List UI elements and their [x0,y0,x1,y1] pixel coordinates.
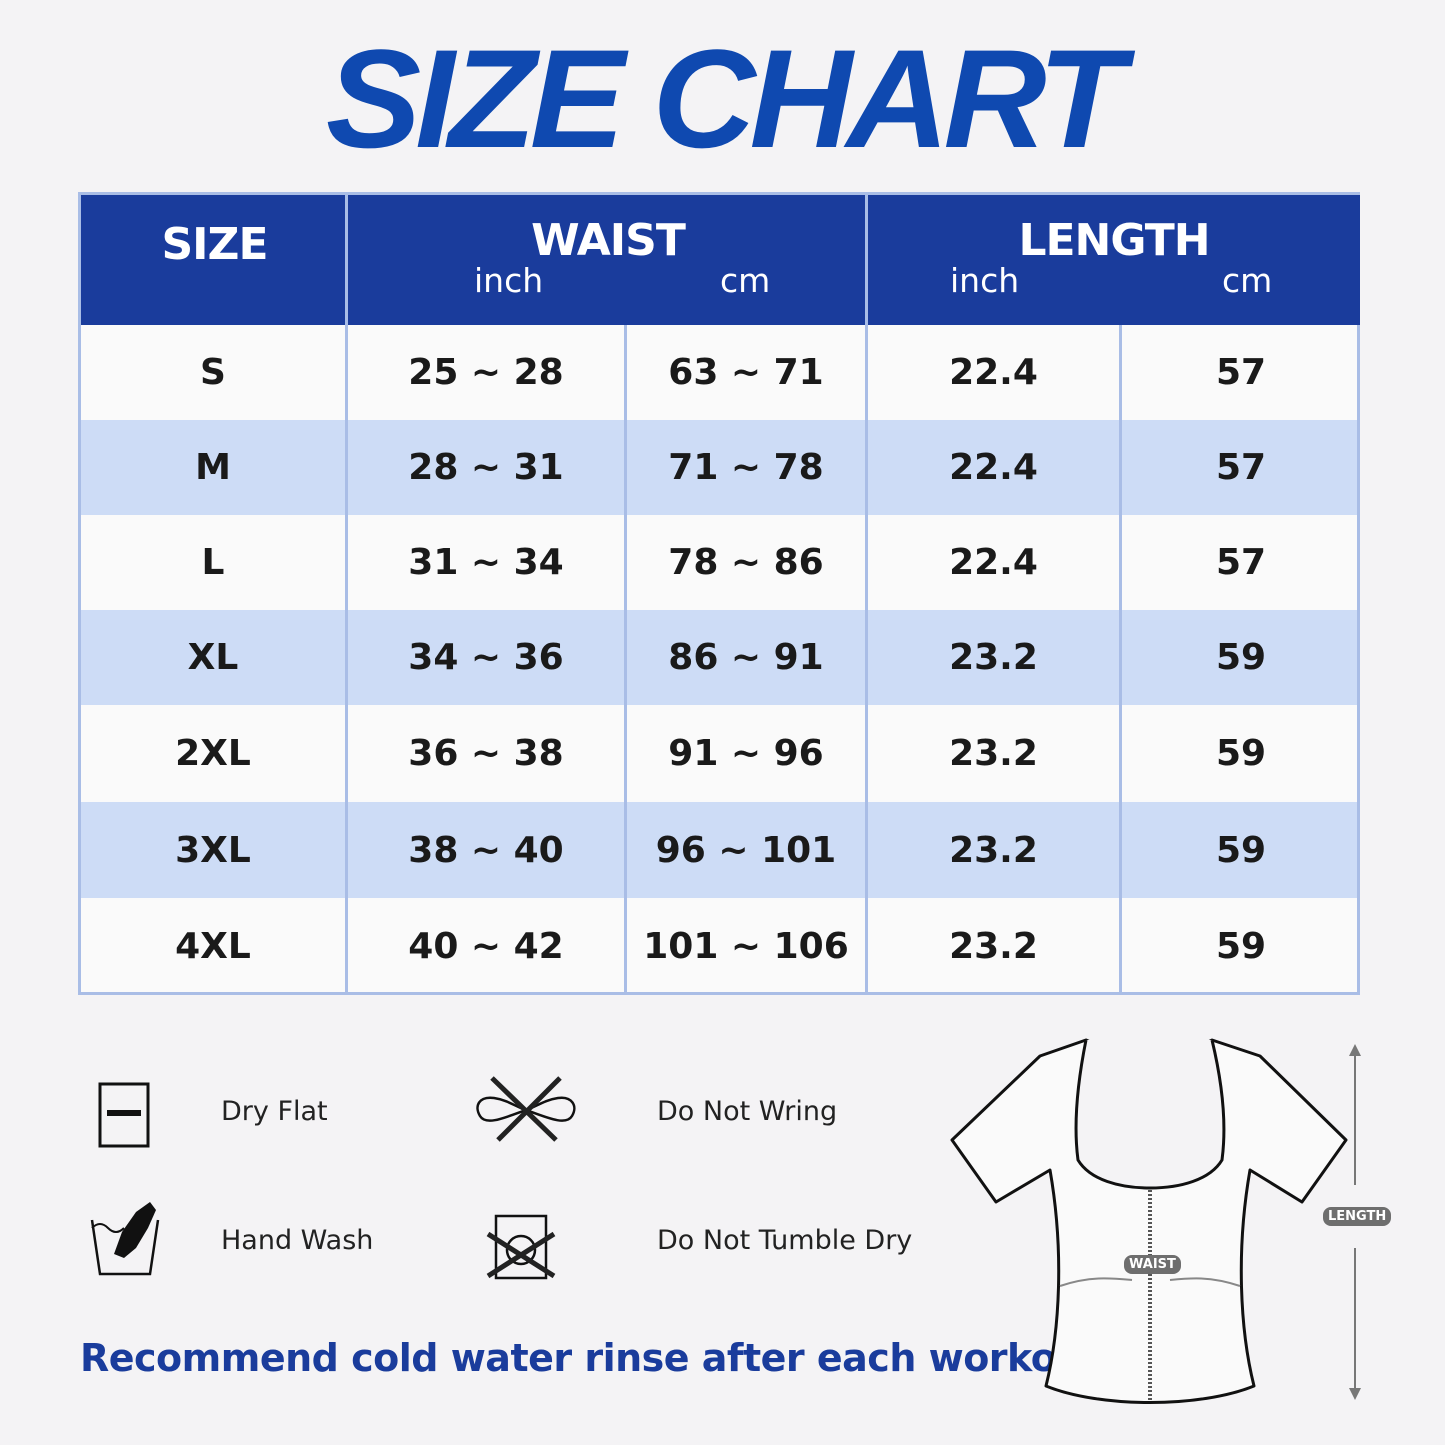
garment-diagram [950,1038,1361,1404]
cell-length-cm: 57 [1215,352,1267,393]
table-row: M 28 ~ 31 71 ~ 78 22.4 57 [81,420,1357,515]
cell-length-inch: 22.4 [949,352,1038,393]
page-title: SIZE CHART [325,20,1125,177]
cell-size: 2XL [175,733,251,774]
cell-length-cm: 59 [1215,637,1267,678]
cell-waist-cm: 63 ~ 71 [668,352,824,393]
cell-size: M [195,447,231,488]
header-size-label: SIZE [161,219,268,270]
length-label: LENGTH [1323,1207,1392,1226]
do-not-wring-icon [476,1076,576,1142]
care-label: Hand Wash [221,1225,374,1256]
table-row: 3XL 38 ~ 40 96 ~ 101 23.2 59 [81,802,1357,898]
header-waist-label: WAIST [531,215,686,266]
waist-label: WAIST [1124,1255,1181,1274]
divider [865,195,868,992]
cell-length-cm: 57 [1215,447,1267,488]
cell-waist-cm: 91 ~ 96 [668,733,824,774]
table-row: 2XL 36 ~ 38 91 ~ 96 23.2 59 [81,705,1357,802]
cell-length-inch: 23.2 [949,926,1038,967]
cell-waist-inch: 36 ~ 38 [408,733,564,774]
divider [1119,325,1122,992]
cell-length-inch: 23.2 [949,733,1038,774]
cell-length-cm: 59 [1215,733,1267,774]
cell-waist-inch: 31 ~ 34 [408,542,564,583]
cell-waist-inch: 34 ~ 36 [408,637,564,678]
header-waist-cm: cm [720,261,771,300]
divider [624,325,627,992]
cell-size: 3XL [175,829,251,871]
table-row: 4XL 40 ~ 42 101 ~ 106 23.2 59 [81,898,1357,995]
table-row: S 25 ~ 28 63 ~ 71 22.4 57 [81,325,1357,420]
divider [345,195,348,992]
cell-length-cm: 57 [1215,542,1267,583]
cell-length-inch: 23.2 [949,829,1038,871]
header-waist: WAIST inch cm [348,195,868,325]
care-label: Do Not Wring [657,1096,838,1127]
cell-length-inch: 22.4 [949,447,1038,488]
do-not-tumble-dry-icon [486,1214,556,1280]
hand-wash-icon [90,1202,160,1276]
header-length: LENGTH inch cm [868,195,1360,325]
cell-waist-cm: 101 ~ 106 [643,926,849,967]
dry-flat-icon [98,1082,150,1148]
care-label: Dry Flat [221,1096,328,1127]
cell-waist-cm: 96 ~ 101 [655,829,837,871]
table-row: L 31 ~ 34 78 ~ 86 22.4 57 [81,515,1357,610]
header-length-inch: inch [950,261,1020,300]
cell-length-cm: 59 [1215,926,1267,967]
cell-waist-inch: 40 ~ 42 [408,926,564,967]
cell-waist-cm: 71 ~ 78 [668,447,824,488]
cell-length-cm: 59 [1215,829,1267,871]
cell-size: L [201,542,225,583]
cell-length-inch: 22.4 [949,542,1038,583]
cell-waist-cm: 78 ~ 86 [668,542,824,583]
cell-size: S [200,352,226,393]
cell-waist-inch: 38 ~ 40 [408,829,564,871]
cell-size: XL [187,637,239,678]
cell-length-inch: 23.2 [949,637,1038,678]
care-label: Do Not Tumble Dry [657,1225,913,1256]
header-length-label: LENGTH [1018,215,1210,266]
header-size: SIZE [81,195,348,325]
header-length-cm: cm [1222,261,1273,300]
size-table: SIZE WAIST inch cm LENGTH inch cm S 25 ~ … [78,192,1360,995]
table-row: XL 34 ~ 36 86 ~ 91 23.2 59 [81,610,1357,705]
cell-waist-inch: 25 ~ 28 [408,352,564,393]
cell-waist-inch: 28 ~ 31 [408,447,564,488]
header-waist-inch: inch [474,261,544,300]
cell-waist-cm: 86 ~ 91 [668,637,824,678]
cell-size: 4XL [175,926,251,967]
care-note: Recommend cold water rinse after each wo… [80,1336,1115,1380]
